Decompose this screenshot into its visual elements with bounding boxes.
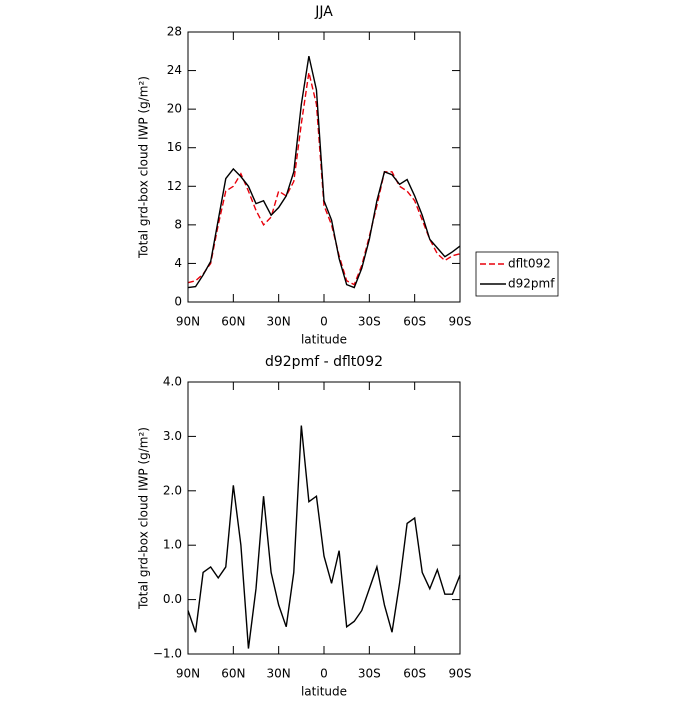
- x-tick-label: 60N: [221, 315, 245, 329]
- y-tick-label: 28: [167, 25, 182, 39]
- x-tick-label: 90N: [176, 667, 200, 681]
- y-axis-label: Total grd-box cloud IWP (g/m²): [137, 427, 151, 610]
- x-tick-label: 30S: [358, 667, 381, 681]
- y-tick-label: 4.0: [163, 375, 182, 389]
- legend-label: d92pmf: [508, 277, 555, 291]
- y-tick-label: 12: [167, 179, 182, 193]
- y-tick-label: 0: [174, 295, 182, 309]
- chart-title: JJA: [314, 4, 333, 20]
- y-tick-label: 8: [174, 217, 182, 231]
- x-tick-label: 90S: [449, 315, 472, 329]
- x-axis-label: latitude: [301, 685, 347, 699]
- x-tick-label: 30N: [267, 667, 291, 681]
- y-axis-label: Total grd-box cloud IWP (g/m²): [137, 76, 151, 259]
- y-tick-label: 24: [167, 63, 182, 77]
- x-tick-label: 60S: [403, 315, 426, 329]
- plot-frame: [187, 31, 461, 303]
- x-tick-label: 90N: [176, 315, 200, 329]
- y-tick-label: 2.0: [163, 483, 182, 497]
- y-tick-label: 4: [174, 256, 182, 270]
- y-tick-label: 20: [167, 102, 182, 116]
- series-line: [187, 72, 461, 286]
- x-tick-label: 60S: [403, 667, 426, 681]
- y-tick-label: −1.0: [153, 647, 182, 661]
- legend-label: dflt092: [508, 257, 551, 271]
- x-axis-label: latitude: [301, 333, 347, 347]
- y-tick-label: 1.0: [163, 538, 182, 552]
- x-tick-label: 30S: [358, 315, 381, 329]
- x-tick-label: 0: [320, 315, 328, 329]
- y-tick-label: 3.0: [163, 429, 182, 443]
- series-line: [187, 425, 461, 649]
- y-tick-label: 16: [167, 140, 182, 154]
- plot-frame: [187, 381, 461, 655]
- legend-box: [475, 251, 559, 297]
- x-tick-label: 0: [320, 667, 328, 681]
- y-tick-label: 0.0: [163, 592, 182, 606]
- x-tick-label: 60N: [221, 667, 245, 681]
- x-tick-label: 30N: [267, 315, 291, 329]
- x-tick-label: 90S: [449, 667, 472, 681]
- series-line: [187, 55, 461, 289]
- chart-title: d92pmf - dflt092: [265, 354, 383, 370]
